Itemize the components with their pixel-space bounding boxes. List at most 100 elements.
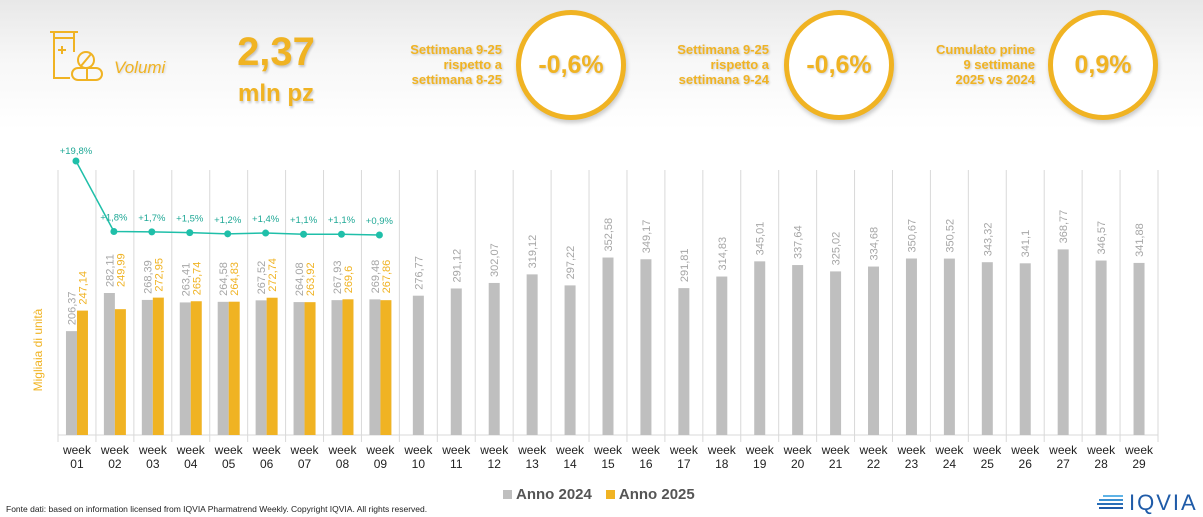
bar-2024 [905, 258, 917, 435]
bar-2024 [716, 276, 728, 435]
x-tick-label: week 10 [403, 443, 433, 471]
growth-label: +19,8% [60, 146, 93, 157]
growth-point [262, 229, 270, 237]
data-label-2024: 337,64 [793, 225, 805, 259]
x-tick-label: week 04 [176, 443, 206, 471]
data-label-2024: 314,83 [717, 237, 729, 271]
bar-2024 [179, 302, 191, 435]
growth-point [375, 231, 383, 239]
bar-2024 [640, 259, 652, 435]
bar-2025 [342, 299, 354, 435]
bar-2024 [141, 299, 153, 435]
bar-2025 [152, 297, 164, 435]
data-label-2024: 368,77 [1058, 210, 1070, 244]
bar-2024 [830, 271, 842, 435]
x-tick-label: week 03 [138, 443, 168, 471]
growth-label: +1,2% [214, 215, 242, 226]
data-label-2024: 341,88 [1134, 223, 1146, 257]
bar-2025 [304, 302, 316, 435]
x-tick-label: week 27 [1048, 443, 1078, 471]
bar-2024 [943, 258, 955, 435]
bar-2024 [754, 261, 766, 435]
growth-label: +1,1% [290, 215, 318, 226]
bar-2024 [103, 293, 115, 435]
chart-legend: Anno 2024 Anno 2025 [503, 486, 695, 503]
comparison-label-3: Cumulato prime 9 settimane 2025 vs 2024 [936, 42, 1035, 87]
x-tick-label: week 09 [365, 443, 395, 471]
x-tick-label: week 02 [100, 443, 130, 471]
total-value: 2,37 [237, 30, 315, 74]
growth-label: +1,5% [176, 214, 204, 225]
x-tick-label: week 13 [517, 443, 547, 471]
x-tick-label: week 22 [859, 443, 889, 471]
growth-label: +1,8% [100, 212, 128, 223]
x-tick-label: week 14 [555, 443, 585, 471]
comparison-circle-1: -0,6% [516, 10, 626, 120]
data-label-2024: 269,48 [370, 260, 382, 294]
bar-2024 [293, 302, 305, 435]
data-label-2024: 319,12 [527, 235, 539, 269]
legend-item-2024: Anno 2024 [503, 486, 592, 503]
growth-label: +0,9% [366, 216, 394, 227]
logo-text: IQVIA [1129, 490, 1198, 515]
bar-2024 [369, 299, 381, 435]
data-label-2024: 341,1 [1020, 230, 1032, 258]
growth-point [300, 230, 308, 238]
bar-2024 [1057, 249, 1069, 435]
data-label-2024: 297,22 [565, 246, 577, 280]
data-label-2024: 349,17 [641, 220, 653, 254]
data-label-2024: 350,67 [906, 219, 918, 253]
total-unit: mln pz [238, 80, 314, 107]
data-label-2025: 272,74 [267, 258, 279, 292]
bar-2025 [266, 297, 278, 435]
data-label-2025: 269,6 [343, 266, 355, 294]
comparison-circle-2: -0,6% [784, 10, 894, 120]
legend-swatch-2024 [503, 490, 512, 499]
x-tick-label: week 26 [1010, 443, 1040, 471]
data-label-2025: 267,86 [381, 260, 393, 294]
data-label-2024: 325,02 [831, 232, 843, 266]
iqvia-logo-icon [1097, 495, 1123, 509]
comparison-label-1: Settimana 9-25 rispetto a settimana 8-25 [410, 42, 502, 87]
bar-2024 [450, 288, 462, 435]
data-label-2025: 263,92 [305, 262, 317, 296]
data-label-2024: 291,81 [679, 248, 691, 282]
x-tick-label: week 15 [593, 443, 623, 471]
x-tick-label: week 05 [214, 443, 244, 471]
bar-2024 [526, 274, 538, 435]
x-tick-label: week 07 [290, 443, 320, 471]
bar-2025 [380, 300, 392, 435]
bar-2024 [65, 331, 77, 435]
growth-point [110, 227, 118, 235]
data-label-2024: 291,12 [451, 249, 463, 283]
x-tick-label: week 06 [252, 443, 282, 471]
growth-label: +1,4% [252, 214, 280, 225]
bar-2024 [868, 266, 880, 435]
bar-2025 [114, 309, 126, 435]
growth-point [224, 230, 232, 238]
x-tick-label: week 08 [327, 443, 357, 471]
growth-point [186, 229, 194, 237]
data-label-2024: 264,58 [218, 262, 230, 296]
bar-2025 [76, 310, 88, 435]
x-tick-label: week 18 [707, 443, 737, 471]
x-tick-label: week 23 [896, 443, 926, 471]
x-tick-label: week 29 [1124, 443, 1154, 471]
data-label-2024: 268,39 [142, 260, 154, 294]
comparison-label-2: Settimana 9-25 rispetto a settimana 9-24 [677, 42, 769, 87]
data-label-2024: 282,11 [104, 254, 116, 287]
x-tick-label: week 20 [783, 443, 813, 471]
legend-label-2024: Anno 2024 [516, 486, 592, 503]
bar-2024 [1095, 260, 1107, 435]
data-label-2024: 350,52 [944, 219, 956, 253]
data-label-2025: 264,83 [229, 262, 241, 296]
bar-2024 [1133, 262, 1145, 435]
x-tick-label: week 11 [441, 443, 471, 471]
data-label-2025: 272,95 [153, 258, 165, 292]
x-tick-label: week 12 [479, 443, 509, 471]
comparison-circle-3: 0,9% [1048, 10, 1158, 120]
data-label-2024: 346,57 [1096, 221, 1108, 255]
data-label-2024: 352,58 [603, 218, 615, 252]
data-label-2024: 302,07 [489, 243, 501, 277]
